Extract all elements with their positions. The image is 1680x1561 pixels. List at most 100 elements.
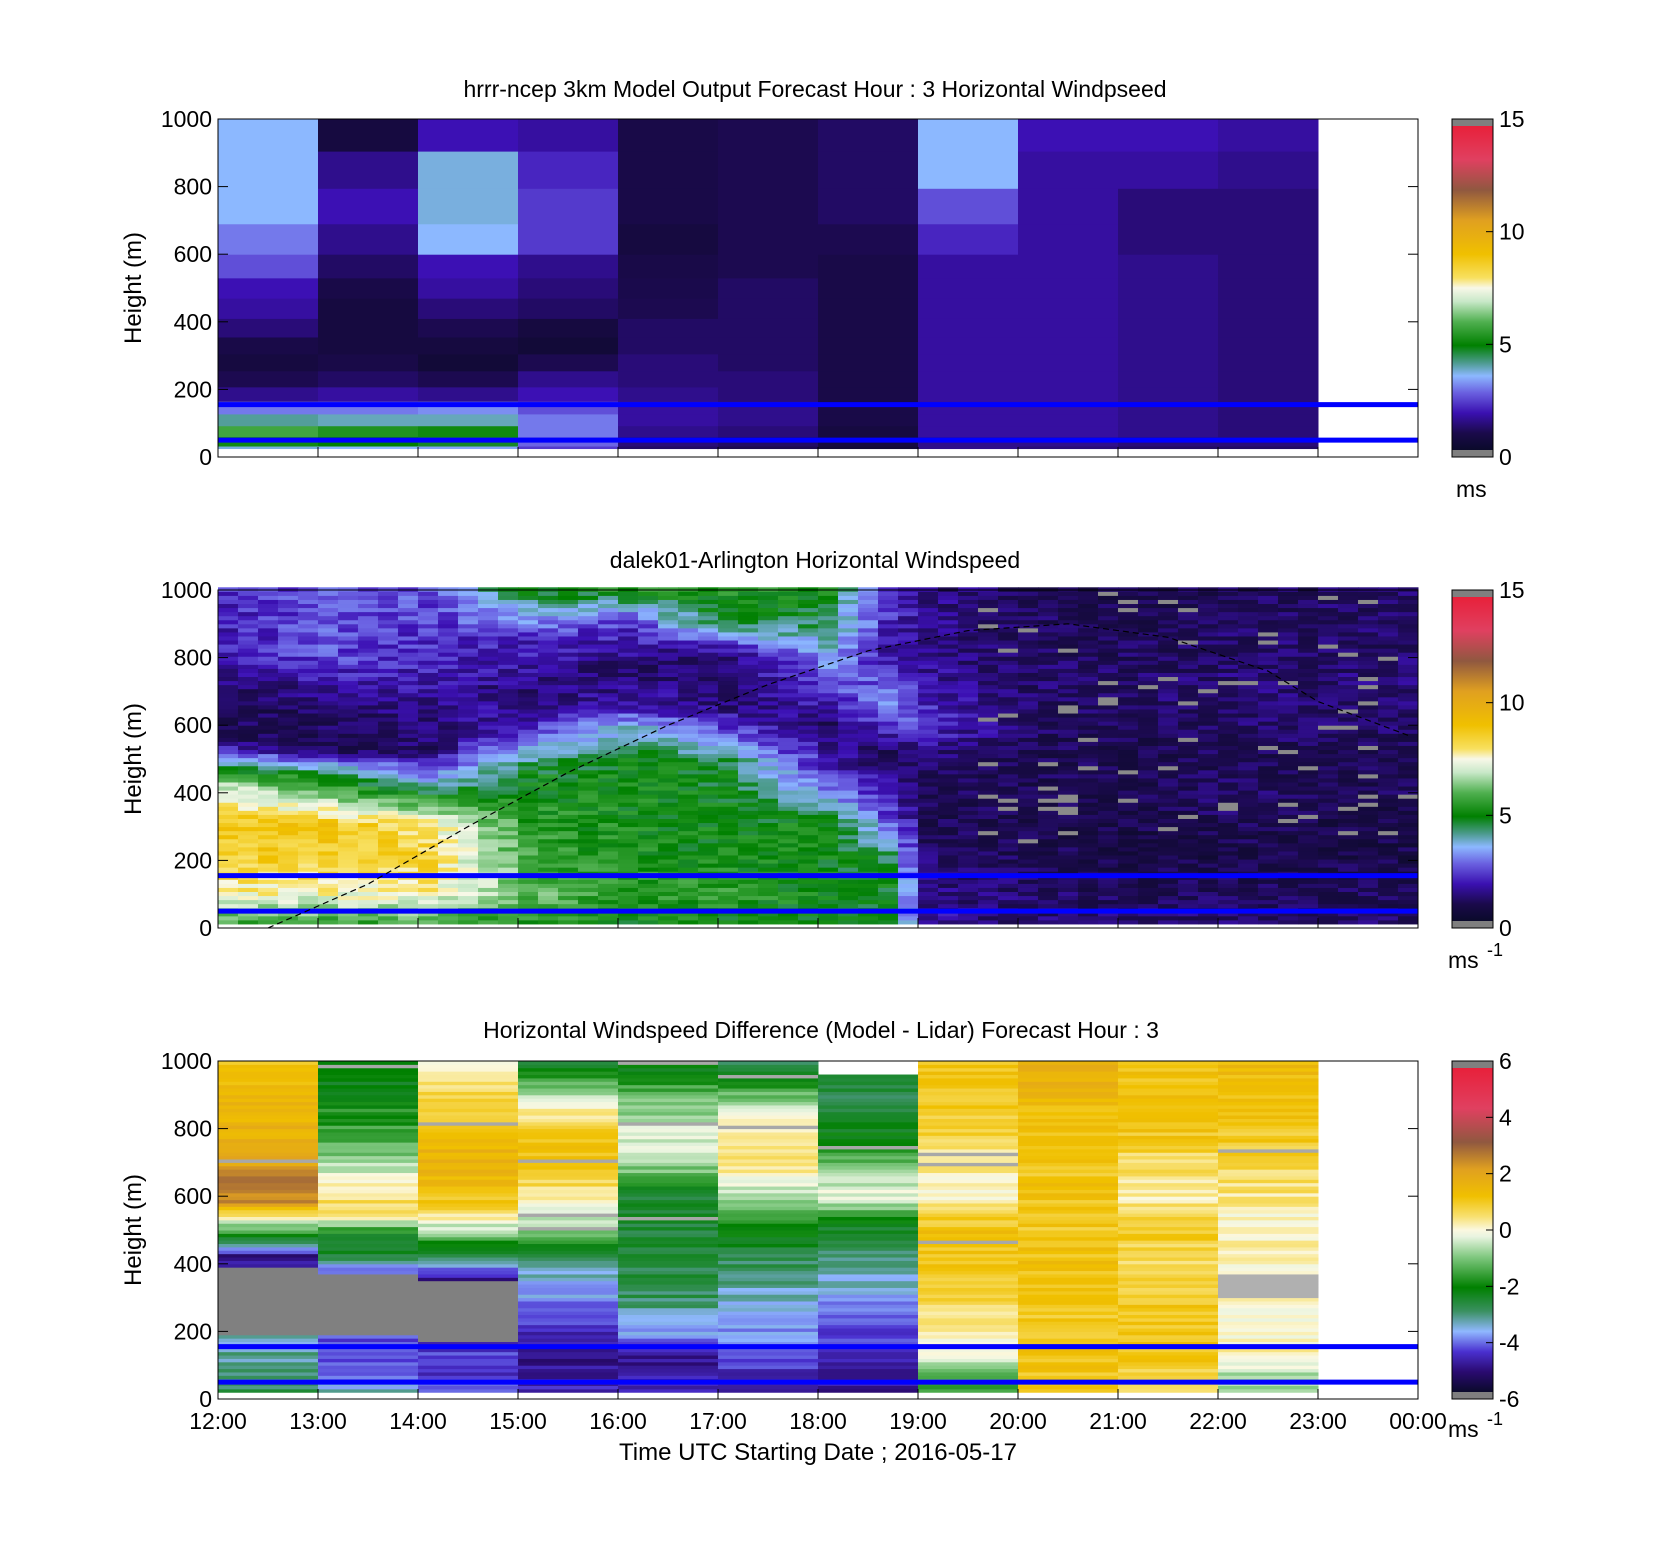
- lidar-cell: [778, 640, 799, 645]
- lidar-cell: [1338, 810, 1359, 815]
- lidar-cell: [1018, 688, 1039, 694]
- lidar-cell: [1158, 680, 1179, 686]
- lidar-cell: [838, 623, 859, 629]
- lidar-cell: [498, 627, 519, 633]
- lidar-cell: [318, 761, 339, 767]
- lidar-cell: [218, 635, 239, 641]
- lidar-cell: [898, 899, 919, 905]
- lidar-cell: [218, 786, 239, 791]
- lidar-cell: [318, 777, 339, 783]
- lidar-cell: [678, 713, 699, 718]
- model-cell: [318, 119, 419, 152]
- lidar-cell: [758, 895, 779, 901]
- lidar-cell: [1158, 838, 1179, 844]
- lidar-cell: [598, 769, 619, 775]
- lidar-cell: [958, 919, 979, 925]
- lidar-cell: [1158, 887, 1179, 892]
- lidar-cell: [1218, 741, 1239, 746]
- lidar-cell: [338, 672, 359, 678]
- lidar-cell: [758, 903, 779, 909]
- lidar-cell: [338, 757, 359, 763]
- lidar-cell: [258, 834, 279, 840]
- lidar-cell: [898, 842, 919, 848]
- lidar-cell: [1198, 664, 1219, 669]
- lidar-cell: [1018, 915, 1039, 921]
- lidar-cell: [578, 757, 599, 763]
- lidar-cell: [578, 842, 599, 848]
- lidar-cell: [638, 721, 659, 726]
- lidar-cell: [398, 599, 419, 605]
- lidar-cell: [1198, 684, 1219, 690]
- lidar-cell: [838, 786, 859, 791]
- lidar-cell: [1298, 696, 1319, 702]
- lidar-cell: [478, 883, 499, 888]
- lidar-cell: [1258, 879, 1279, 884]
- lidar-cell: [238, 623, 259, 629]
- lidar-cell: [1118, 842, 1139, 848]
- lidar-cell: [458, 713, 479, 718]
- lidar-cell: [338, 798, 359, 803]
- lidar-cell: [958, 769, 979, 775]
- lidar-cell: [238, 854, 259, 860]
- model-cell: [718, 277, 819, 299]
- model-cell: [618, 188, 719, 225]
- lidar-cell: [898, 802, 919, 807]
- lidar-cell: [358, 672, 379, 678]
- lidar-cell: [1278, 895, 1299, 901]
- lidar-cell: [498, 745, 519, 751]
- lidar-cell: [338, 696, 359, 702]
- lidar-cell: [218, 850, 239, 856]
- lidar-cell: [618, 652, 639, 657]
- lidar-cell: [258, 611, 279, 617]
- lidar-cell: [638, 615, 659, 621]
- lidar-cell: [278, 786, 299, 791]
- lidar-cell: [578, 915, 599, 921]
- lidar-cell: [358, 891, 379, 897]
- lidar-cell: [778, 822, 799, 828]
- lidar-cell: [1138, 757, 1159, 763]
- lidar-cell: [618, 842, 639, 848]
- lidar-cell: [1078, 660, 1099, 665]
- lidar-cell: [438, 854, 459, 860]
- lidar-cell: [298, 786, 319, 791]
- lidar-cell: [718, 891, 739, 897]
- lidar-cell: [1298, 834, 1319, 840]
- lidar-cell: [218, 757, 239, 763]
- lidar-cell: [338, 644, 359, 649]
- lidar-cell: [1098, 863, 1119, 868]
- lidar-cell: [418, 668, 439, 673]
- lidar-cell: [578, 895, 599, 901]
- lidar-cell: [1058, 696, 1079, 702]
- lidar-cell: [758, 664, 779, 669]
- lidar-cell: [338, 810, 359, 815]
- lidar-cell: [418, 635, 439, 641]
- lidar-cell: [278, 790, 299, 795]
- lidar-cell: [658, 615, 679, 621]
- lidar-cell: [678, 603, 699, 609]
- lidar-cell: [858, 607, 879, 613]
- lidar-cell: [338, 676, 359, 682]
- lidar-cell: [258, 903, 279, 909]
- lidar-cell: [918, 814, 939, 819]
- lidar-cell: [238, 899, 259, 905]
- lidar-cell: [218, 802, 239, 807]
- lidar-cell: [458, 623, 479, 629]
- lidar-cell: [798, 802, 819, 807]
- lidar-cell: [698, 700, 719, 706]
- model-cell: [418, 386, 519, 402]
- lidar-cell: [578, 680, 599, 686]
- lidar-cell: [1138, 883, 1159, 888]
- lidar-cell: [758, 729, 779, 734]
- lidar-cell: [798, 631, 819, 637]
- lidar-cell: [1138, 798, 1159, 803]
- lidar-cell: [958, 708, 979, 714]
- lidar-cell: [798, 867, 819, 872]
- lidar-cell: [518, 741, 539, 746]
- lidar-cell: [958, 757, 979, 763]
- lidar-cell: [698, 615, 719, 621]
- lidar-cell: [778, 737, 799, 742]
- lidar-cell: [878, 688, 899, 694]
- lidar-cell: [1298, 757, 1319, 763]
- lidar-cell: [518, 879, 539, 884]
- lidar-cell: [798, 834, 819, 840]
